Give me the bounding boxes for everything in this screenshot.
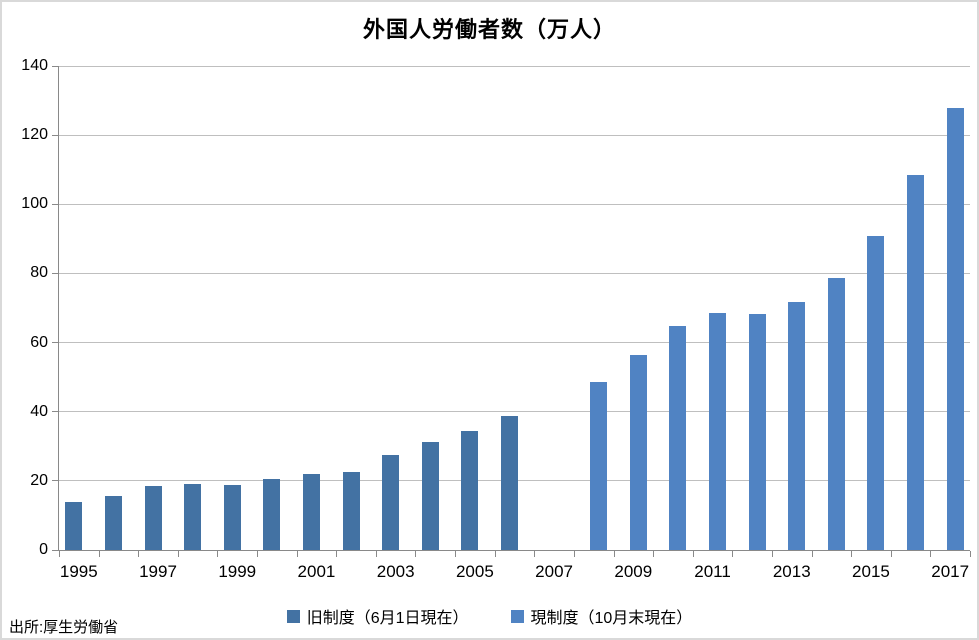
y-axis-label-120: 120 xyxy=(21,126,48,144)
gridline-y-60 xyxy=(59,342,970,344)
x-axis-tick xyxy=(138,551,140,557)
bar-2003-series-0 xyxy=(382,454,400,550)
bar-1997-series-0 xyxy=(144,486,162,550)
x-axis-tick xyxy=(573,551,575,557)
bar-2002-series-0 xyxy=(342,471,360,550)
x-axis-label-1999: 1999 xyxy=(218,562,257,581)
gridline-y-40 xyxy=(59,411,970,413)
y-axis-tick xyxy=(52,411,59,413)
y-axis-label-60: 60 xyxy=(30,333,48,351)
x-axis-tick xyxy=(217,551,219,557)
y-axis-line xyxy=(58,66,59,551)
x-axis-tick xyxy=(771,551,773,557)
bar-2010-series-1 xyxy=(669,325,687,550)
legend-label-old: 旧制度（6月1日現在） xyxy=(306,610,469,627)
y-axis-tick xyxy=(52,203,59,205)
y-axis-tick xyxy=(52,342,59,344)
bar-1995-series-0 xyxy=(65,501,83,550)
legend-entry-old-system: 旧制度（6月1日現在） xyxy=(286,604,469,628)
legend-entry-new-system: 現制度（10月末現在） xyxy=(510,604,693,628)
bar-2000-series-0 xyxy=(263,478,281,550)
x-axis-label-2001: 2001 xyxy=(297,562,336,581)
x-axis-label-2015: 2015 xyxy=(852,562,890,581)
x-axis-label-2009: 2009 xyxy=(614,562,653,581)
x-axis-tick xyxy=(59,551,60,557)
x-axis-label-2017: 2017 xyxy=(931,562,970,581)
bar-2014-series-1 xyxy=(827,277,845,550)
x-axis-tick xyxy=(98,551,100,557)
bar-2008-series-1 xyxy=(590,381,608,550)
y-axis-tick xyxy=(52,549,59,551)
x-axis-label-2013: 2013 xyxy=(772,562,811,581)
bar-2001-series-0 xyxy=(302,473,320,550)
legend-label-new: 現制度（10月末現在） xyxy=(530,610,693,627)
bar-2011-series-1 xyxy=(709,312,727,550)
bar-2015-series-1 xyxy=(867,236,885,550)
x-axis-tick xyxy=(296,551,298,557)
x-axis-label-2005: 2005 xyxy=(455,562,494,581)
x-axis-label-2003: 2003 xyxy=(376,562,415,581)
y-axis-tick xyxy=(52,134,59,136)
x-axis-tick xyxy=(811,551,813,557)
y-axis-label-20: 20 xyxy=(30,471,48,489)
gridline-y-120 xyxy=(59,134,970,136)
legend-swatch-old-icon xyxy=(286,609,300,623)
x-axis-tick xyxy=(692,551,694,557)
x-axis-tick xyxy=(890,551,892,557)
bar-1999-series-0 xyxy=(223,484,241,550)
chart-title: 外国人労働者数（万人） xyxy=(362,17,616,42)
legend: 旧制度（6月1日現在） 現制度（10月末現在） xyxy=(2,604,977,628)
x-axis-tick xyxy=(455,551,457,557)
gridline-y-80 xyxy=(59,272,970,274)
bar-2016-series-1 xyxy=(907,175,925,550)
bar-2006-series-0 xyxy=(501,415,518,550)
x-axis-tick xyxy=(930,551,932,557)
y-axis-tick xyxy=(52,480,59,482)
x-axis-tick xyxy=(732,551,734,557)
y-axis-label-0: 0 xyxy=(39,541,48,558)
x-axis-tick xyxy=(257,551,259,557)
y-axis-tick xyxy=(52,272,59,274)
x-axis-tick xyxy=(336,551,338,557)
legend-swatch-new-icon xyxy=(510,609,524,623)
x-axis-line xyxy=(59,550,970,551)
bar-2012-series-1 xyxy=(748,314,766,550)
x-axis-tick xyxy=(970,551,971,557)
bar-2017-series-1 xyxy=(946,107,964,550)
bar-2009-series-1 xyxy=(629,355,647,550)
x-axis-tick xyxy=(534,551,536,557)
bar-1996-series-0 xyxy=(104,496,122,550)
y-axis-label-80: 80 xyxy=(30,264,48,282)
plot-area xyxy=(59,65,970,550)
x-axis-tick xyxy=(851,551,853,557)
y-axis-label-40: 40 xyxy=(30,402,48,420)
bar-2013-series-1 xyxy=(788,301,806,550)
source-note: 出所:厚生労働省 xyxy=(9,619,119,636)
y-axis-tick xyxy=(52,65,59,67)
bar-1998-series-0 xyxy=(184,484,202,550)
x-axis-tick xyxy=(415,551,417,557)
x-axis-label-1997: 1997 xyxy=(139,562,177,581)
x-axis-tick xyxy=(653,551,655,557)
bar-2005-series-0 xyxy=(461,431,479,550)
x-axis-label-1995: 1995 xyxy=(59,562,98,581)
x-axis-tick xyxy=(613,551,615,557)
gridline-y-100 xyxy=(59,203,970,205)
x-axis-tick xyxy=(375,551,377,557)
y-axis-label-100: 100 xyxy=(21,195,48,213)
gridline-y-140 xyxy=(59,65,970,67)
bar-2004-series-0 xyxy=(421,442,439,550)
x-axis-tick xyxy=(494,551,496,557)
y-axis-label-140: 140 xyxy=(21,57,48,74)
x-axis-tick xyxy=(177,551,179,557)
x-axis-label-2011: 2011 xyxy=(694,562,731,581)
x-axis-label-2007: 2007 xyxy=(535,562,573,581)
